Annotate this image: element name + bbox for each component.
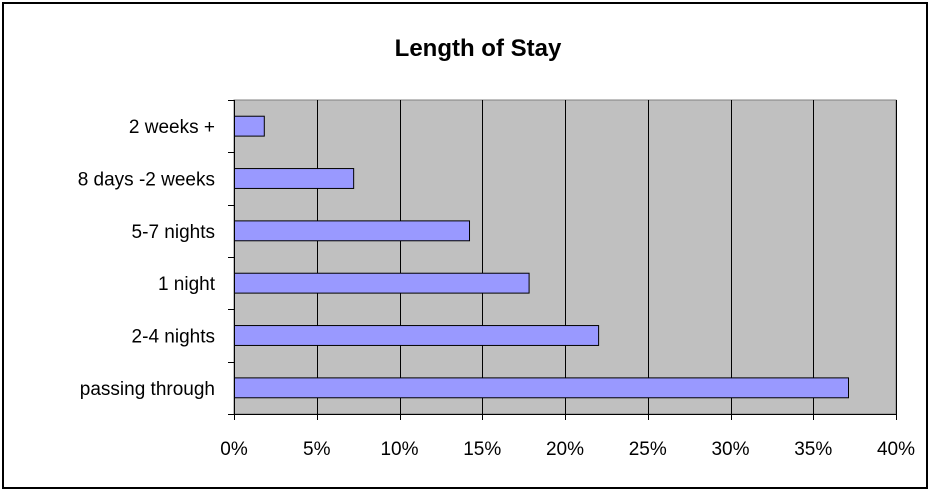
bar-6 bbox=[234, 377, 850, 399]
bar-4 bbox=[234, 272, 530, 294]
x-tick-label-35: 35% bbox=[794, 439, 832, 460]
category-label-3: 5-7 nights bbox=[132, 222, 215, 243]
category-label-4: 1 night bbox=[158, 274, 216, 295]
category-label-2: 8 days -2 weeks bbox=[78, 170, 215, 191]
x-tick-label-20: 20% bbox=[546, 439, 584, 460]
x-tick-label-10: 10% bbox=[380, 439, 418, 460]
x-tick-label-40: 40% bbox=[877, 439, 915, 460]
bar-5 bbox=[234, 325, 600, 346]
category-label-5: 2-4 nights bbox=[132, 327, 215, 348]
category-label-6: passing through bbox=[80, 379, 215, 400]
category-label-1: 2 weeks + bbox=[129, 117, 215, 138]
x-tick-label-0: 0% bbox=[220, 439, 248, 460]
plot-area-group: 0% 5% 10% 15% 20% 25% 30% 35% 40% 2 weeks + 8 days… bbox=[78, 99, 915, 460]
x-tick-label-25: 25% bbox=[629, 439, 667, 460]
x-tick-label-30: 30% bbox=[711, 439, 749, 460]
bar-3 bbox=[234, 220, 471, 242]
x-tick-label-15: 15% bbox=[463, 439, 501, 460]
chart-title: Length of Stay bbox=[395, 35, 562, 62]
bar-1 bbox=[234, 115, 265, 137]
x-tick-label-5: 5% bbox=[303, 439, 331, 460]
bar-2 bbox=[234, 168, 355, 189]
